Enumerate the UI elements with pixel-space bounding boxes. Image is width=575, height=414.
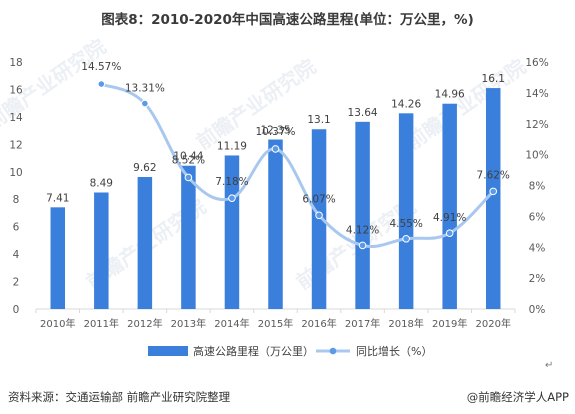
line-value-label: 7.62% bbox=[477, 169, 510, 181]
right-axis-tick-label: 12% bbox=[525, 119, 548, 131]
watermark-text: 前瞻产业研究院 bbox=[192, 54, 320, 154]
line-value-label: 4.91% bbox=[433, 212, 466, 224]
x-axis-category-label: 2016年 bbox=[301, 317, 336, 330]
legend-line-marker bbox=[329, 347, 337, 355]
left-axis-tick-label: 10 bbox=[9, 167, 22, 179]
right-axis-tick-label: 6% bbox=[529, 211, 546, 223]
growth-point bbox=[402, 234, 410, 243]
growth-point bbox=[445, 229, 454, 238]
source-text: 资料来源：交通运输部 前瞻产业研究院整理 bbox=[8, 390, 231, 404]
bar bbox=[181, 165, 196, 309]
left-axis-tick-label: 0 bbox=[13, 304, 20, 316]
growth-point bbox=[358, 241, 367, 250]
bar-value-label: 8.49 bbox=[90, 177, 113, 189]
right-axis-tick-label: 16% bbox=[525, 57, 548, 69]
bar-value-label: 7.41 bbox=[46, 192, 69, 204]
line-value-label: 4.12% bbox=[346, 224, 379, 236]
bar bbox=[50, 207, 66, 309]
left-axis-tick-label: 6 bbox=[13, 222, 20, 234]
legend-line-label: 同比增长（%） bbox=[356, 344, 432, 358]
left-axis-tick-label: 4 bbox=[13, 249, 20, 261]
line-value-label: 7.18% bbox=[215, 176, 248, 188]
right-axis-tick-label: 0% bbox=[529, 304, 546, 316]
x-axis-category-label: 2011年 bbox=[84, 317, 119, 330]
x-axis-category-label: 2013年 bbox=[171, 317, 206, 330]
bar bbox=[224, 155, 240, 309]
chart-title: 图表8：2010-2020年中国高速公路里程(单位：万公里，%) bbox=[101, 12, 474, 28]
brand-text: @前瞻经济学人APP bbox=[466, 390, 569, 404]
bar-value-label: 13.64 bbox=[348, 107, 378, 119]
footer: 资料来源：交通运输部 前瞻产业研究院整理 @前瞻经济学人APP bbox=[0, 381, 575, 414]
growth-point bbox=[97, 80, 106, 88]
bar-value-label: 16.1 bbox=[482, 73, 505, 85]
left-axis-tick-label: 8 bbox=[13, 194, 20, 206]
line-value-label: 6.07% bbox=[302, 193, 335, 205]
growth-line bbox=[99, 82, 495, 248]
chart: 前瞻产业研究院前瞻产业研究院前瞻产业研究院前瞻产业研究院前瞻产业研究院 0246… bbox=[0, 34, 549, 358]
bar-value-label: 14.26 bbox=[391, 98, 421, 110]
line-value-label: 10.37% bbox=[255, 126, 295, 138]
data-labels: 7.41 8.49 9.62 10.44 11.19 12.35 13.1 13.64 14.2… bbox=[46, 61, 510, 236]
right-axis-tick-label: 2% bbox=[529, 273, 546, 285]
growth-point bbox=[271, 145, 280, 153]
bar bbox=[94, 192, 109, 309]
bar-value-label: 10.44 bbox=[173, 151, 203, 163]
bar bbox=[311, 129, 327, 309]
bar-value-label: 11.19 bbox=[217, 140, 247, 152]
bar-value-label: 12.35 bbox=[260, 125, 290, 137]
bar bbox=[398, 113, 414, 310]
left-axis-tick-label: 18 bbox=[9, 57, 22, 69]
x-axis-category-label: 2018年 bbox=[388, 317, 423, 330]
return-glyph: ↵ bbox=[545, 360, 554, 371]
x-axis-category-label: 2015年 bbox=[258, 317, 293, 330]
left-axis-tick-label: 14 bbox=[9, 112, 23, 124]
right-axis-tick-label: 8% bbox=[529, 181, 546, 193]
right-axis-tick-label: 14% bbox=[525, 88, 548, 100]
line-value-label: 14.57% bbox=[81, 61, 121, 73]
growth-point bbox=[489, 187, 498, 196]
growth-point bbox=[228, 194, 236, 202]
left-axis-tick-label: 12 bbox=[9, 139, 22, 151]
x-axis-category-label: 2019年 bbox=[432, 317, 467, 330]
x-axis-category-label: 2010年 bbox=[40, 317, 75, 330]
growth-point bbox=[315, 211, 323, 220]
x-axis-category-label: 2014年 bbox=[214, 317, 249, 330]
chart-legend: 高速公路里程（万公里） 同比增长（%） bbox=[148, 344, 432, 358]
x-axis-category-label: 2017年 bbox=[345, 317, 380, 330]
left-axis-tick-label: 16 bbox=[9, 84, 23, 96]
bar-value-label: 14.96 bbox=[435, 89, 465, 101]
bar bbox=[442, 103, 457, 310]
bar-value-label: 9.62 bbox=[133, 162, 156, 174]
right-axis-tick-label: 4% bbox=[529, 242, 546, 254]
bar-value-label: 13.1 bbox=[307, 114, 330, 126]
bar-series bbox=[50, 88, 501, 310]
bar bbox=[137, 176, 153, 309]
line-value-label: 13.31% bbox=[125, 83, 165, 95]
bar bbox=[355, 121, 370, 309]
right-axis-tick-label: 10% bbox=[525, 150, 548, 162]
legend-bar-label: 高速公路里程（万公里） bbox=[193, 344, 314, 358]
x-axis-category-label: 2012年 bbox=[127, 317, 162, 330]
growth-point bbox=[141, 99, 149, 108]
growth-point bbox=[184, 173, 193, 182]
legend-bar-swatch bbox=[148, 346, 188, 356]
bar bbox=[485, 88, 501, 309]
chart-axes: 0 2 4 6 8 10 12 14 16 18 0% 2% 4% 6% 8% 10% 12% 14% 16% 201… bbox=[9, 57, 548, 330]
bar bbox=[268, 139, 283, 309]
left-axis-tick-label: 2 bbox=[13, 277, 20, 289]
x-axis-category-label: 2020年 bbox=[476, 317, 511, 330]
line-series bbox=[97, 80, 498, 250]
line-value-label: 4.55% bbox=[389, 218, 422, 230]
line-value-label: 8.52% bbox=[172, 154, 205, 166]
